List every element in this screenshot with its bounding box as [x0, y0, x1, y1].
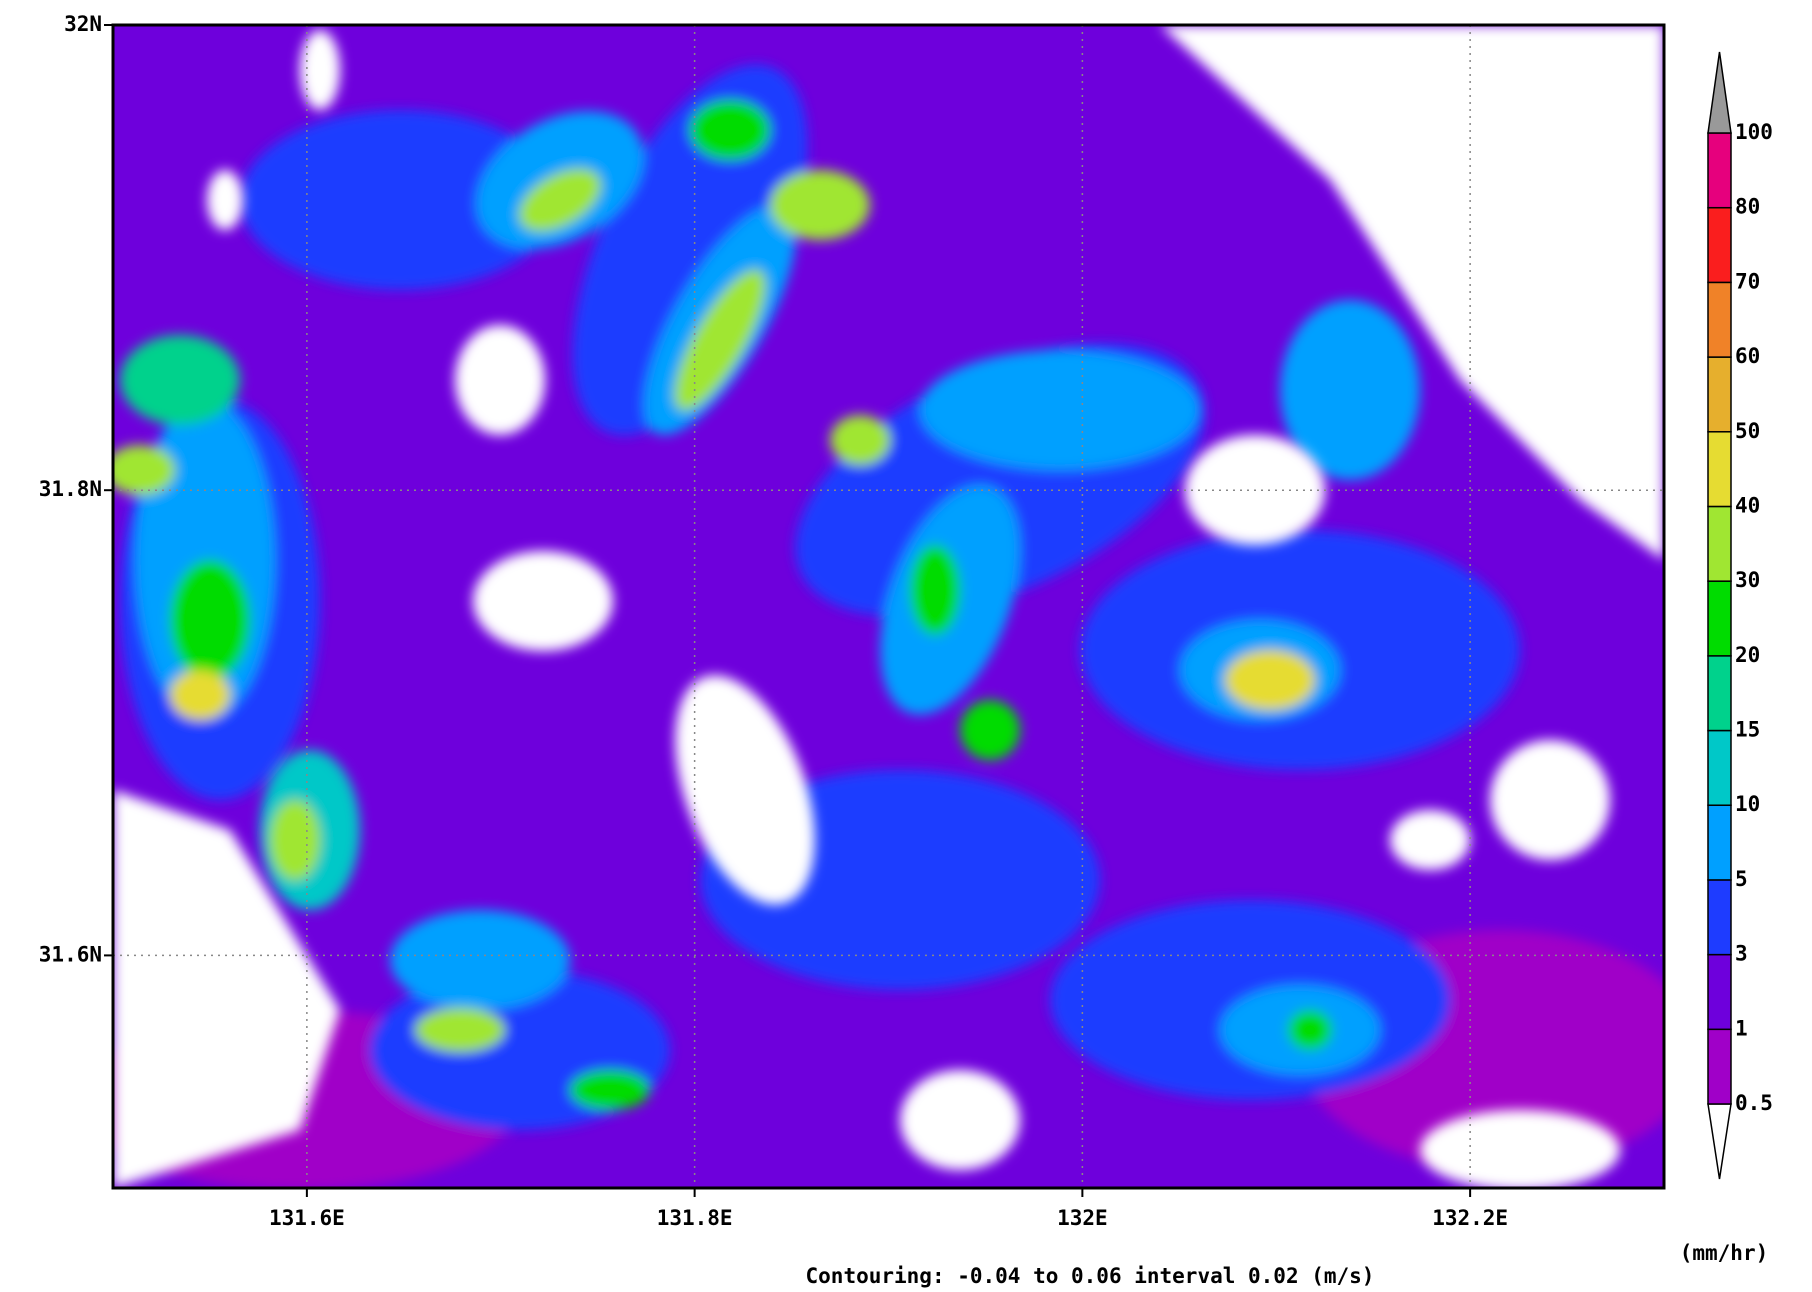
- colorbar-segment: [1707, 804, 1732, 881]
- x-tick-label: 131.6E: [269, 1206, 345, 1230]
- y-tick-label: 32N: [64, 12, 102, 36]
- y-tick-label: 31.8N: [39, 477, 102, 501]
- colorbar-unit: (mm/hr): [1680, 1241, 1769, 1265]
- colorbar-label: 40: [1735, 493, 1760, 517]
- colorbar-label: 50: [1735, 419, 1760, 443]
- colorbar-segment: [1707, 431, 1732, 508]
- colorbar-label: 15: [1735, 718, 1760, 742]
- colorbar-label: 3: [1735, 942, 1748, 966]
- x-tick-label: 132E: [1057, 1206, 1108, 1230]
- colorbar-over: [1707, 51, 1732, 134]
- colorbar-label: 10: [1735, 792, 1760, 816]
- colorbar-segment: [1707, 281, 1732, 358]
- colorbar-segment: [1707, 505, 1732, 582]
- colorbar-segment: [1707, 1028, 1732, 1105]
- axes: 131.6E 131.8E 132E 132.2E 31.6N 31.8N 32N: [39, 12, 1508, 1230]
- precip-field: [113, 25, 1664, 1188]
- colorbar: 0.5 1 3 5 10 15 20 30 40 50 60 70 80 100: [1707, 51, 1773, 1180]
- colorbar-segment: [1707, 132, 1732, 209]
- colorbar-label: 0.5: [1735, 1091, 1773, 1115]
- colorbar-segment: [1707, 580, 1732, 657]
- x-tick-label: 132.2E: [1432, 1206, 1508, 1230]
- colorbar-segment: [1707, 953, 1732, 1031]
- colorbar-segment: [1707, 655, 1732, 732]
- footer: Contouring: -0.04 to 0.06 interval 0.02 …: [806, 1264, 1375, 1288]
- y-tick-label: 31.6N: [39, 942, 102, 966]
- colorbar-segment: [1707, 356, 1732, 433]
- colorbar-label: 70: [1735, 269, 1760, 293]
- grid: [113, 24, 1664, 1188]
- colorbar-label: 100: [1735, 120, 1773, 144]
- colorbar-label: 60: [1735, 344, 1760, 368]
- plot-frame: [111, 23, 1666, 1190]
- colorbar-segment: [1707, 729, 1732, 806]
- colorbar-under: [1707, 1103, 1732, 1180]
- colorbar-segment: [1707, 206, 1732, 284]
- colorbar-label: 20: [1735, 643, 1760, 667]
- x-tick-label: 131.8E: [657, 1206, 733, 1230]
- colorbar-label: 30: [1735, 568, 1760, 592]
- colorbar-label: 5: [1735, 867, 1748, 891]
- colorbar-label: 80: [1735, 195, 1760, 219]
- colorbar-label: 1: [1735, 1016, 1748, 1040]
- colorbar-segment: [1707, 879, 1732, 956]
